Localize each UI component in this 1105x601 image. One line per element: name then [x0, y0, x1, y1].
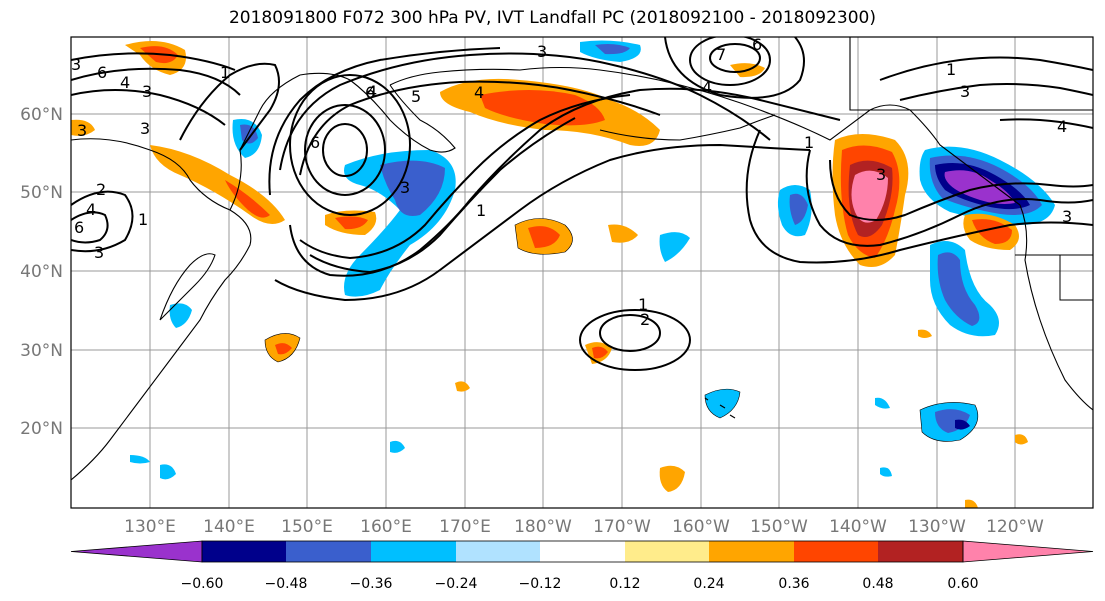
- colorbar-tick-label: −0.12: [519, 576, 562, 592]
- shading-outlines: [264, 218, 979, 442]
- contour-label: 6: [310, 133, 320, 152]
- lon-labels: 130°E 140°E 150°E 160°E 170°E 180°W 170°…: [124, 517, 1044, 537]
- colorbar-segment: [625, 541, 709, 562]
- lon-label: 140°W: [829, 517, 887, 537]
- contour-label: 4: [86, 200, 96, 219]
- lon-label: 170°E: [439, 517, 491, 537]
- lat-labels: 60°N 50°N 40°N 30°N 20°N: [20, 105, 63, 439]
- contour-label: 2: [96, 180, 106, 199]
- contour-label: 1: [638, 295, 648, 314]
- colorbar-segment: [456, 541, 540, 562]
- contour-label: 7: [716, 45, 726, 64]
- colorbar-segment: [794, 541, 878, 562]
- map-frame: [70, 36, 1094, 509]
- contour-label: 3: [876, 165, 886, 184]
- lat-label: 30°N: [20, 341, 63, 361]
- contour-label: 3: [140, 119, 150, 138]
- colorbar: [70, 540, 1094, 563]
- contour-label: 3: [94, 243, 104, 262]
- map-title: 2018091800 F072 300 hPa PV, IVT Landfall…: [228, 8, 876, 28]
- lat-label: 40°N: [20, 262, 63, 282]
- lon-label: 150°E: [281, 517, 333, 537]
- colorbar-segment: [709, 541, 794, 562]
- contour-label: 3: [960, 82, 970, 101]
- lon-label: 160°E: [360, 517, 412, 537]
- contour-label: 1: [220, 63, 230, 82]
- colorbar-tick-label: 0.48: [862, 576, 893, 592]
- lon-label: 160°W: [672, 517, 730, 537]
- colorbar-tick-label: −0.60: [181, 576, 224, 592]
- lon-label: 140°E: [203, 517, 255, 537]
- pv-contours: [71, 37, 1093, 371]
- contour-label: 1: [476, 201, 486, 220]
- colorbar-tick-label: −0.24: [435, 576, 478, 592]
- contour-label: 2: [640, 310, 650, 329]
- colorbar-segment: [70, 540, 203, 563]
- lon-label: 120°W: [986, 517, 1044, 537]
- contour-label: 4: [367, 82, 377, 101]
- lat-label: 20°N: [20, 419, 63, 439]
- contour-label: 6: [752, 35, 762, 54]
- colorbar-tick-label: −0.48: [265, 576, 308, 592]
- colorbar-segment: [286, 541, 371, 562]
- contour-label: 3: [537, 42, 547, 61]
- contour-label: 6: [74, 218, 84, 237]
- lat-label: 50°N: [20, 183, 63, 203]
- colorbar-segment: [371, 541, 456, 562]
- colorbar-segment: [878, 541, 963, 562]
- contour-label: 4: [702, 78, 712, 97]
- borders: [1015, 254, 1093, 301]
- contour-label: 4: [1057, 117, 1067, 136]
- contour-label: 3: [71, 55, 81, 74]
- map-content: 3 6 4 3 3 1 4 5 6 4 3 1 3 7 6 4 1 3 4 3 …: [71, 35, 1093, 508]
- contour-label: 1: [138, 210, 148, 229]
- colorbar-tick-label: 0.60: [947, 576, 978, 592]
- contour-label: 6: [365, 83, 375, 102]
- colorbar-tick-label: 0.12: [609, 576, 640, 592]
- contour-label: 4: [474, 83, 484, 102]
- contour-label: 5: [411, 87, 421, 106]
- contour-label: 6: [97, 63, 107, 82]
- colorbar-tick-label: −0.36: [350, 576, 393, 592]
- colorbar-outline: [201, 540, 964, 563]
- contour-label-group: 3 6 4 3 3 1 4 5 6 4 3 1 3 7 6 4 1 3 4 3 …: [71, 35, 1072, 329]
- contour-label: 1: [804, 133, 814, 152]
- colorbar-labels: −0.60 −0.48 −0.36 −0.24 −0.12 0.12 0.24 …: [181, 576, 979, 592]
- lat-label: 60°N: [20, 105, 63, 125]
- colorbar-segment: [202, 541, 286, 562]
- lon-label: 180°W: [514, 517, 572, 537]
- contour-label: 3: [400, 178, 410, 197]
- contour-label: 3: [77, 121, 87, 140]
- contour-label: 4: [120, 73, 130, 92]
- lon-label: 150°W: [750, 517, 808, 537]
- lon-label: 130°W: [908, 517, 966, 537]
- colorbar-segment: [540, 541, 625, 562]
- contour-label: 3: [1062, 207, 1072, 226]
- colorbar-tick-label: 0.24: [693, 576, 724, 592]
- colorbar-tick-label: 0.36: [778, 576, 809, 592]
- lon-label: 170°W: [593, 517, 651, 537]
- lon-label: 130°E: [124, 517, 176, 537]
- contour-label: 3: [142, 82, 152, 101]
- contour-label: 1: [946, 60, 956, 79]
- colorbar-segment: [962, 540, 1094, 563]
